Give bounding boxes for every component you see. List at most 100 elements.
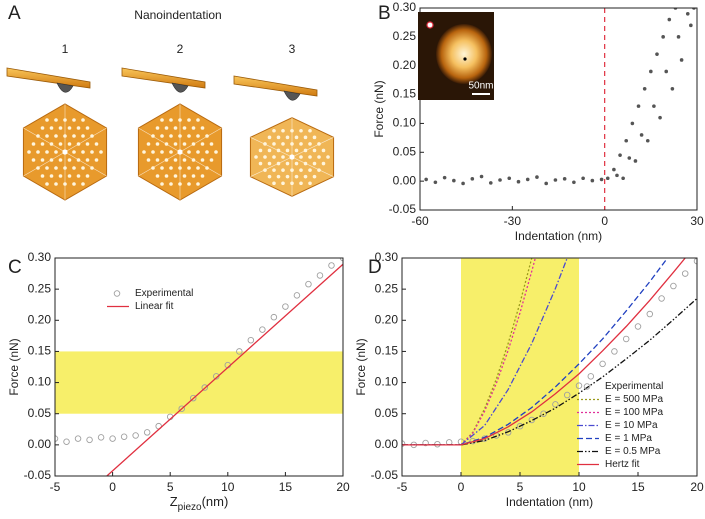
x-tick-label: -30 xyxy=(504,214,522,228)
data-point xyxy=(689,23,693,28)
y-tick-label: 0.05 xyxy=(28,406,52,420)
capsomer xyxy=(173,174,178,178)
capsomer xyxy=(276,161,281,166)
capsomer xyxy=(45,150,49,154)
y-tick-label: 0.20 xyxy=(393,58,417,72)
data-point xyxy=(516,179,521,184)
data-point xyxy=(433,180,438,185)
data-point xyxy=(247,336,255,344)
capsomer xyxy=(54,134,58,138)
capsomer xyxy=(49,142,54,146)
y-axis-label: Force (nN) xyxy=(354,338,368,395)
capsomer xyxy=(281,128,285,133)
highlight-band xyxy=(55,351,343,414)
capsomer xyxy=(312,161,317,166)
capsid-edge xyxy=(64,127,107,153)
x-axis-label: Indentation (nm) xyxy=(515,229,602,243)
capsomer xyxy=(303,161,308,166)
data-point xyxy=(562,177,567,181)
capsomer xyxy=(317,142,321,146)
capsomer xyxy=(40,126,45,130)
data-point xyxy=(540,410,547,417)
capsomer xyxy=(76,158,81,162)
diagram-title: Nanoindentation xyxy=(134,8,221,22)
capsomer xyxy=(151,166,155,170)
capsid-edge xyxy=(291,137,334,158)
capsomer xyxy=(196,118,200,122)
capsomer xyxy=(160,182,164,186)
capsomer xyxy=(72,118,76,122)
data-line xyxy=(460,258,568,446)
panel-letter: C xyxy=(8,257,22,278)
y-axis-label: Force (nN) xyxy=(372,80,386,137)
capsomer xyxy=(187,118,191,122)
data-point xyxy=(305,280,312,288)
capsomer xyxy=(267,174,272,179)
data-point xyxy=(525,177,530,182)
x-tick-label: 20 xyxy=(336,480,350,494)
x-axis-label-part: (nm) xyxy=(202,494,229,509)
data-point xyxy=(618,153,622,157)
data-point xyxy=(86,436,93,444)
x-tick-label: 0 xyxy=(458,480,465,494)
capsomer xyxy=(155,142,160,146)
y-tick-label: 0.30 xyxy=(375,250,399,264)
capsomer xyxy=(285,174,290,179)
capsomer xyxy=(54,182,58,186)
capsid-center xyxy=(177,149,183,155)
capsomer xyxy=(187,182,191,186)
data-point xyxy=(624,138,629,143)
capsomer xyxy=(272,181,276,186)
data-point xyxy=(259,326,266,333)
capsomer xyxy=(299,155,303,159)
data-point xyxy=(507,176,512,181)
data-point xyxy=(649,69,653,74)
data-line xyxy=(402,258,669,446)
legend-label: Experimental xyxy=(135,288,193,299)
y-tick-label: 0.15 xyxy=(375,344,399,358)
data-line xyxy=(106,263,343,476)
capsomer xyxy=(191,142,196,146)
capsomer xyxy=(200,126,205,130)
capsomer xyxy=(160,150,164,154)
capsomer xyxy=(173,126,178,130)
x-axis-label-part: piezo xyxy=(178,502,202,513)
x-axis-label-part: Z xyxy=(170,494,178,509)
data-point xyxy=(316,272,324,279)
capsomer xyxy=(303,148,308,153)
capsomer xyxy=(196,182,200,186)
capsomer xyxy=(49,158,54,162)
capsomer xyxy=(45,118,49,122)
data-point xyxy=(553,178,558,182)
capsomer xyxy=(31,142,36,146)
capsomer xyxy=(81,134,85,138)
capsomer xyxy=(200,174,205,178)
data-point xyxy=(236,348,243,355)
capsid-edge xyxy=(291,156,334,177)
capsomer xyxy=(40,174,45,178)
capsomer xyxy=(308,181,312,186)
x-tick-label: 10 xyxy=(572,480,586,494)
data-point xyxy=(621,176,625,181)
data-point xyxy=(645,138,650,143)
capsomer xyxy=(67,158,72,162)
capsid-edge xyxy=(179,151,222,177)
capsomer xyxy=(196,134,200,138)
capsomer xyxy=(81,166,85,170)
capsomer xyxy=(187,134,191,138)
x-tick-label: 20 xyxy=(690,480,704,494)
data-point xyxy=(642,87,647,91)
y-tick-label: 0.00 xyxy=(393,173,417,187)
capsomer xyxy=(178,118,182,122)
capsomer xyxy=(58,158,63,162)
capsomer xyxy=(299,142,303,146)
y-tick-label: 0.00 xyxy=(28,437,52,451)
data-point xyxy=(201,384,209,391)
capsomer xyxy=(142,150,146,154)
chart-panel: B -60 -30 0 30 -0.05 0.00 0.05 0.10 0.15 0.20 0.25 0… xyxy=(372,0,704,243)
data-point xyxy=(587,373,595,380)
inset-tip-point xyxy=(463,57,467,61)
capsomer xyxy=(90,134,94,138)
capsomer xyxy=(308,155,312,159)
capsid-edge xyxy=(250,156,293,177)
